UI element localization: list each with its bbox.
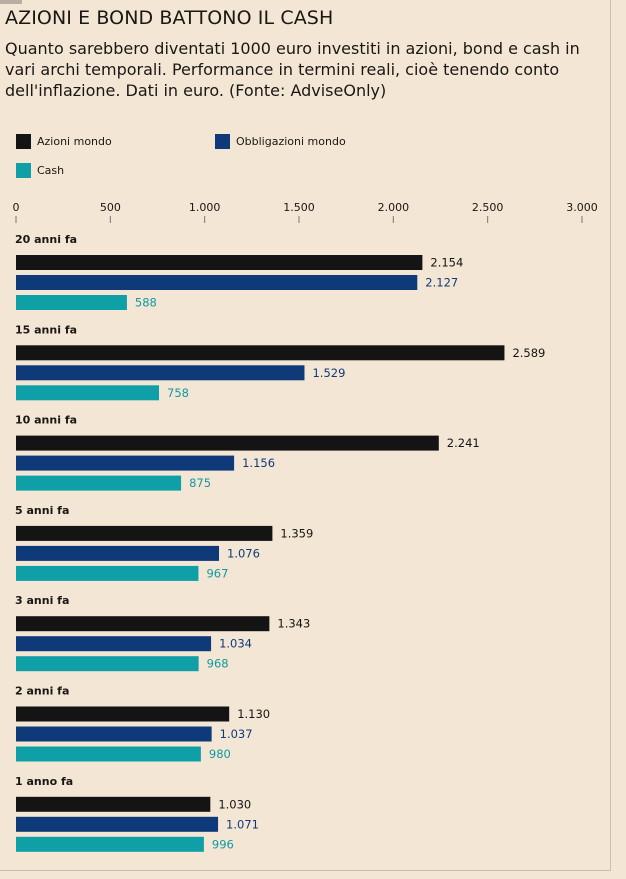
- bar-1: [16, 726, 212, 742]
- category-label: 20 anni fa: [15, 233, 77, 246]
- x-tick-label: 1.000: [189, 201, 221, 214]
- bar-value-label: 758: [167, 386, 189, 400]
- category-label: 3 anni fa: [15, 594, 69, 607]
- frame-rule-bottom: [0, 870, 611, 871]
- bar-value-label: 1.156: [242, 456, 275, 470]
- legend-item-cash: Cash: [16, 163, 64, 178]
- bar-0: [16, 345, 505, 361]
- frame-rule-right: [610, 0, 611, 870]
- bar-value-label: 967: [206, 566, 228, 580]
- bar-2: [16, 656, 199, 672]
- bar-value-label: 1.034: [219, 637, 252, 651]
- bar-value-label: 588: [135, 296, 157, 310]
- bar-value-label: 1.076: [227, 546, 260, 560]
- bar-1: [16, 816, 219, 832]
- bar-value-label: 1.030: [218, 797, 251, 811]
- bar-value-label: 1.071: [226, 817, 259, 831]
- category-label: 15 anni fa: [15, 323, 77, 336]
- legend-swatch-cash: [16, 163, 31, 178]
- bar-0: [16, 525, 273, 541]
- bar-1: [16, 365, 305, 381]
- bar-1: [16, 455, 235, 471]
- legend-label-cash: Cash: [37, 164, 65, 177]
- bar-value-label: 1.529: [312, 366, 345, 380]
- bar-1: [16, 636, 212, 652]
- category-label: 10 anni fa: [15, 414, 77, 427]
- chart-subtitle: Quanto sarebbero diventati 1000 euro inv…: [5, 39, 580, 100]
- category-label: 5 anni fa: [15, 504, 69, 517]
- legend-item-obbligazioni: Obbligazioni mondo: [215, 134, 346, 149]
- x-tick-label: 500: [100, 201, 121, 214]
- x-tick-label: 2.500: [472, 201, 504, 214]
- chart-title: AZIONI E BOND BATTONO IL CASH: [5, 7, 334, 29]
- legend-item-azioni: Azioni mondo: [16, 134, 112, 149]
- bar-1: [16, 545, 220, 561]
- legend-swatch-azioni: [16, 134, 31, 149]
- category-label: 2 anni fa: [15, 685, 69, 698]
- bar-value-label: 2.154: [430, 256, 463, 270]
- legend-swatch-obbligazioni: [215, 134, 230, 149]
- bar-2: [16, 475, 182, 491]
- bar-0: [16, 255, 423, 270]
- bar-2: [16, 565, 199, 581]
- bar-value-label: 2.589: [512, 346, 545, 360]
- bar-value-label: 1.130: [237, 707, 270, 721]
- bar-value-label: 980: [209, 747, 231, 761]
- bar-value-label: 875: [189, 476, 211, 490]
- bar-0: [16, 706, 230, 722]
- bar-value-label: 1.359: [280, 526, 313, 540]
- x-tick-label: 3.000: [566, 201, 598, 214]
- category-label: 1 anno fa: [15, 775, 73, 788]
- bar-value-label: 968: [207, 657, 229, 671]
- bar-2: [16, 836, 204, 852]
- x-tick-label: 2.000: [378, 201, 410, 214]
- legend-label-azioni: Azioni mondo: [37, 135, 112, 148]
- legend-label-obbligazioni: Obbligazioni mondo: [236, 135, 346, 148]
- bar-value-label: 2.127: [425, 276, 458, 290]
- bar-2: [16, 746, 201, 762]
- bar-value-label: 2.241: [447, 436, 480, 450]
- corner-mark: [0, 0, 22, 4]
- bar-0: [16, 796, 211, 812]
- bar-0: [16, 616, 270, 632]
- bar-2: [16, 295, 127, 310]
- bar-value-label: 1.037: [220, 727, 253, 741]
- bar-value-label: 1.343: [277, 617, 310, 631]
- bar-1: [16, 275, 418, 290]
- x-tick-label: 1.500: [283, 201, 315, 214]
- bar-chart: 0 500 1.000 1.500 2.000 2.500 3.000 20 anni fa 2…: [13, 201, 598, 852]
- bar-value-label: 996: [212, 837, 234, 851]
- x-tick-label: 0: [13, 201, 20, 214]
- bar-2: [16, 385, 160, 401]
- bar-0: [16, 435, 439, 451]
